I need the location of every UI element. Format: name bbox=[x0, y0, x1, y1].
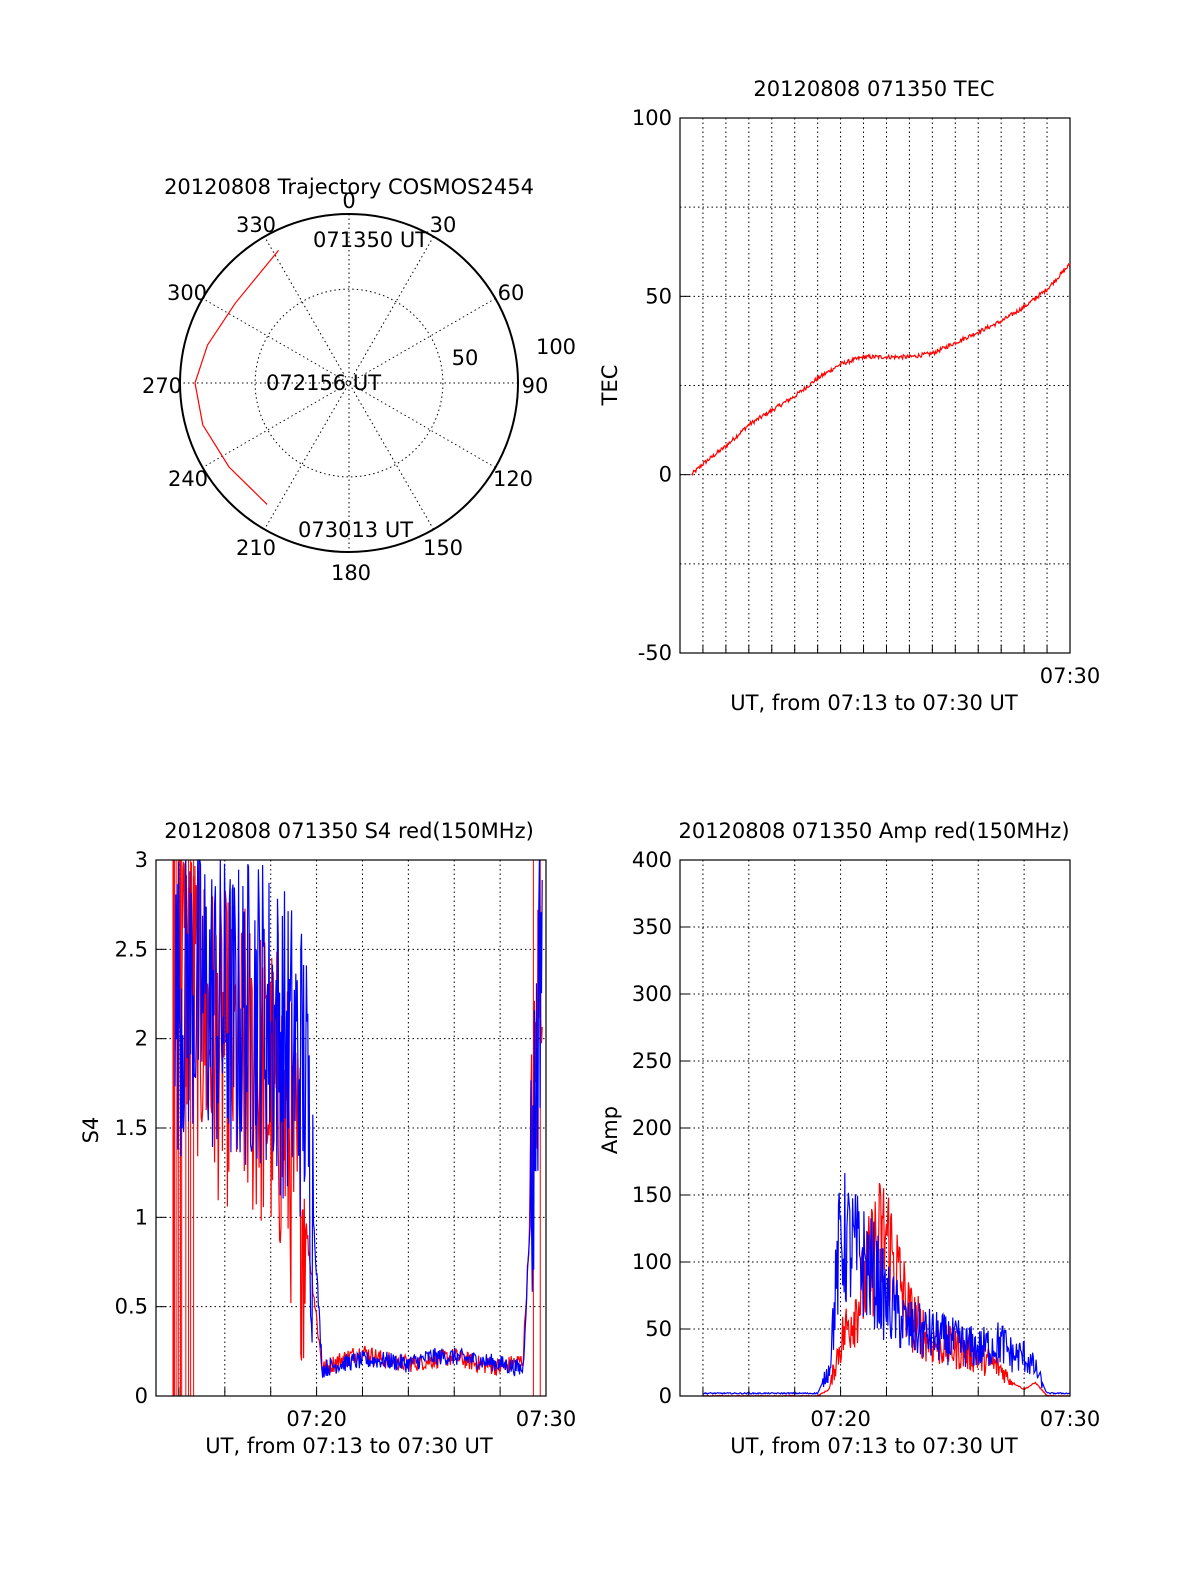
amp-ytick-label: 200 bbox=[632, 1116, 672, 1140]
tec-xlabel: UT, from 07:13 to 07:30 UT bbox=[730, 691, 1018, 715]
tec-series-red bbox=[691, 262, 1071, 476]
amp-xtick-label: 07:30 bbox=[1040, 1407, 1101, 1431]
tec-ytick-label: -50 bbox=[638, 641, 672, 665]
s4-xtick-label: 07:30 bbox=[516, 1407, 577, 1431]
amp-ytick-label: 150 bbox=[632, 1183, 672, 1207]
trajectory-track-line bbox=[194, 250, 279, 505]
polar-grid bbox=[180, 214, 518, 552]
az-label-270: 270 bbox=[142, 374, 182, 398]
s4-title: 20120808 071350 S4 red(150MHz) bbox=[164, 819, 534, 843]
s4-ytick-label: 0.5 bbox=[115, 1295, 148, 1319]
amp-ytick-label: 400 bbox=[632, 848, 672, 872]
amp-tick-marks bbox=[680, 859, 1025, 1397]
az-label-60: 60 bbox=[498, 281, 525, 305]
tec-ylabel: TEC bbox=[598, 365, 622, 407]
s4-panel: 20120808 071350 S4 red(150MHz) 0 0.5 1 1.5 2… bbox=[79, 819, 576, 1458]
az-label-120: 120 bbox=[493, 467, 533, 491]
amp-series-blue bbox=[702, 1172, 1071, 1396]
amp-ytick-label: 350 bbox=[632, 915, 672, 939]
annotation-mid-time: 072156 UT bbox=[266, 371, 381, 395]
radial-label-50: 50 bbox=[452, 346, 479, 370]
trajectory-polar-plot: 20120808 Trajectory COSMOS2454 0 30 60 9… bbox=[142, 175, 576, 585]
s4-xtick-label: 07:20 bbox=[286, 1407, 347, 1431]
amp-title: 20120808 071350 Amp red(150MHz) bbox=[678, 819, 1069, 843]
amp-xlabel: UT, from 07:13 to 07:30 UT bbox=[730, 1434, 1018, 1458]
polar-ring-50 bbox=[254, 288, 444, 478]
tec-ytick-label: 0 bbox=[659, 463, 672, 487]
s4-ytick-label: 1 bbox=[135, 1205, 148, 1229]
tec-ytick-label: 100 bbox=[632, 106, 672, 130]
tec-plot-frame bbox=[679, 117, 1071, 654]
s4-ytick-label: 2.5 bbox=[115, 937, 148, 961]
tec-ytick-label: 50 bbox=[645, 284, 672, 308]
az-label-240: 240 bbox=[168, 467, 208, 491]
amp-x-tick-labels: 07:20 07:30 bbox=[810, 1407, 1100, 1431]
az-label-150: 150 bbox=[423, 536, 463, 560]
annotation-end-time: 073013 UT bbox=[298, 518, 413, 542]
amp-ytick-label: 300 bbox=[632, 982, 672, 1006]
s4-xlabel: UT, from 07:13 to 07:30 UT bbox=[205, 1434, 493, 1458]
amp-ylabel: Amp bbox=[598, 1106, 622, 1154]
amp-ytick-label: 0 bbox=[659, 1384, 672, 1408]
s4-ylabel: S4 bbox=[79, 1117, 103, 1144]
amp-xtick-label: 07:20 bbox=[810, 1407, 871, 1431]
s4-x-tick-labels: 07:20 07:30 bbox=[286, 1407, 576, 1431]
az-label-330: 330 bbox=[236, 213, 276, 237]
tec-y-tick-labels: -50 0 50 100 bbox=[632, 106, 672, 665]
az-label-180: 180 bbox=[331, 561, 371, 585]
tec-panel: 20120808 071350 TEC -50 0 50 100 07:30 UT, … bbox=[598, 77, 1100, 715]
polar-title: 20120808 Trajectory COSMOS2454 bbox=[164, 175, 534, 199]
az-label-300: 300 bbox=[167, 281, 207, 305]
tec-title: 20120808 071350 TEC bbox=[753, 77, 994, 101]
amp-y-tick-labels: 0 50 100 150 200 250 300 350 400 bbox=[632, 848, 672, 1408]
az-label-30: 30 bbox=[430, 213, 457, 237]
s4-ytick-label: 1.5 bbox=[115, 1116, 148, 1140]
s4-tick-marks bbox=[156, 859, 501, 1397]
s4-y-tick-labels: 0 0.5 1 1.5 2 2.5 3 bbox=[115, 848, 148, 1408]
s4-ytick-label: 3 bbox=[135, 848, 148, 872]
s4-ytick-label: 0 bbox=[135, 1384, 148, 1408]
az-label-90: 90 bbox=[522, 374, 549, 398]
tec-grid bbox=[680, 118, 1070, 653]
polar-azimuth-labels: 0 30 60 90 120 150 180 210 240 270 300 3… bbox=[142, 189, 576, 585]
tec-tick-marks bbox=[680, 117, 1048, 654]
tec-x-tick-labels: 07:30 bbox=[1040, 664, 1101, 688]
amp-panel: 20120808 071350 Amp red(150MHz) 0 50 100 15… bbox=[598, 819, 1100, 1458]
s4-series-blue bbox=[174, 859, 543, 1378]
polar-outer-ring bbox=[179, 213, 519, 553]
s4-ytick-label: 2 bbox=[135, 1027, 148, 1051]
tec-xtick-label: 07:30 bbox=[1040, 664, 1101, 688]
annotation-start-time: 071350 UT bbox=[313, 228, 428, 252]
radial-label-100: 100 bbox=[536, 335, 576, 359]
amp-ytick-label: 50 bbox=[645, 1317, 672, 1341]
amp-ytick-label: 100 bbox=[632, 1250, 672, 1274]
az-label-210: 210 bbox=[236, 536, 276, 560]
az-label-0: 0 bbox=[342, 189, 355, 213]
amp-ytick-label: 250 bbox=[632, 1049, 672, 1073]
